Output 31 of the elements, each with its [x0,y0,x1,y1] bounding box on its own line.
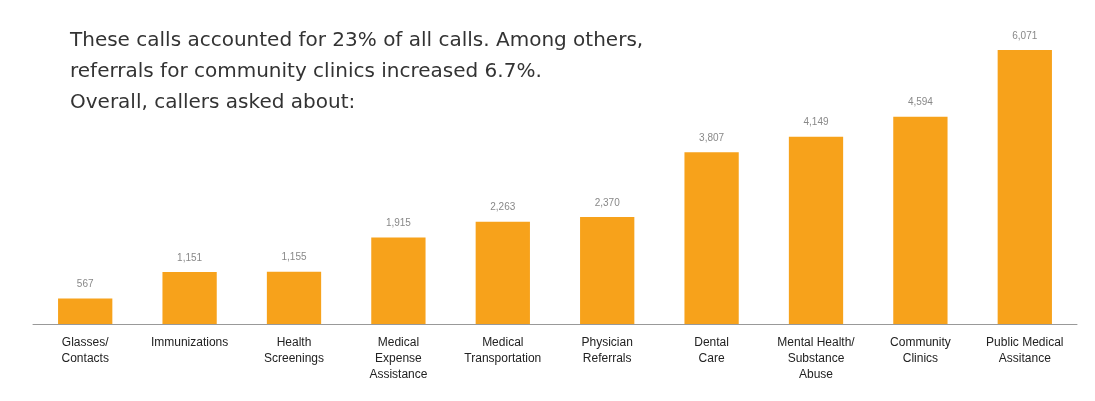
bar [997,50,1052,324]
data-label: 1,915 [385,217,412,229]
x-tick-label: Dental Care [694,335,729,365]
bar [684,152,739,324]
x-tick-label: Community Clinics [890,335,951,365]
bar [58,298,113,324]
x-tick-label: Medical Expense Assistance [369,335,428,381]
bar [893,116,948,324]
data-label: 3,807 [699,131,725,143]
x-tick-label: Immunizations [150,335,229,349]
data-label: 1,151 [177,251,203,263]
x-tick-label: Health Screenings [263,335,325,365]
x-tick-label: Medical Transportation [464,335,542,365]
chart-title: These calls accounted for 23% of all calls. Among others, referrals for community clinics increased 6.7%. Overall, callers asked about: [69,26,644,113]
data-label: 567 [76,277,94,289]
bar [162,272,217,324]
data-label: 6,071 [1012,29,1038,41]
data-label: 2,370 [594,196,621,208]
data-label: 2,263 [490,201,516,213]
data-label: 4,594 [907,96,934,108]
x-tick-label: Glasses/ Contacts [61,335,110,365]
x-tick-label: Public Medical Assitance [986,335,1064,365]
x-tick-label: Mental Health/ Substance Abuse [777,335,856,381]
bar [266,271,322,324]
bar [371,237,426,324]
x-tick-label: Physician Referrals [581,335,633,365]
data-label: 1,155 [281,251,307,263]
bar [475,221,530,324]
bar [788,136,844,324]
data-label: 4,149 [803,116,829,128]
bar [580,217,635,324]
